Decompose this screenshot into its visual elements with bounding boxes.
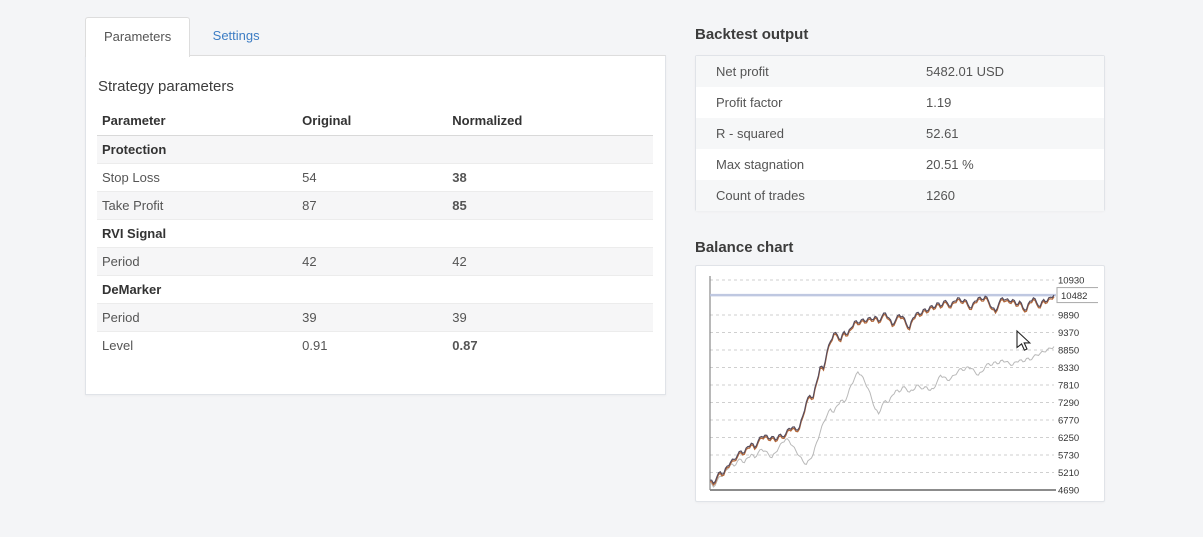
- cell-label: Stop Loss: [97, 163, 298, 192]
- metric-value: 20.51 %: [926, 157, 974, 172]
- backtest-output-title: Backtest output: [695, 26, 809, 43]
- table-row: Stop Loss 54 38: [97, 163, 653, 192]
- metric-label: Profit factor: [716, 95, 783, 110]
- cell-normalized: 42: [447, 247, 653, 276]
- mouse-cursor: [1016, 329, 1032, 351]
- metric-label: R - squared: [696, 118, 926, 149]
- y-axis-tick-label: 9370: [1058, 328, 1079, 339]
- group-label: RVI Signal: [97, 219, 653, 248]
- current-balance-label-box: [1056, 287, 1098, 304]
- series-original-balance: [709, 346, 1055, 488]
- cell-normalized: 0.87: [447, 331, 653, 359]
- current-balance-label: 10482: [1061, 291, 1087, 302]
- table-row: Level 0.91 0.87: [97, 331, 653, 359]
- cell-original: 87: [297, 191, 448, 220]
- table-row: Period 39 39: [97, 303, 653, 332]
- y-axis-tick-label: 7810: [1058, 381, 1079, 392]
- cell-label: Level: [97, 331, 298, 359]
- column-header-parameter: Parameter: [97, 107, 298, 136]
- cell-label: Take Profit: [97, 191, 298, 220]
- metric-value: 52.61: [926, 118, 1104, 149]
- table-header-row: Parameter Original Normalized: [97, 107, 653, 136]
- y-axis-tick-label: 10930: [1058, 276, 1084, 287]
- strategy-parameters-title: Strategy parameters: [98, 78, 234, 95]
- cell-label: Period: [97, 303, 298, 332]
- group-label: Protection: [97, 135, 653, 164]
- y-axis-tick-label: 6770: [1058, 416, 1079, 427]
- y-axis-tick-label: 4690: [1058, 486, 1079, 497]
- table-row: Profit factor 1.19: [696, 87, 1104, 118]
- y-axis-tick-label: 8850: [1058, 346, 1079, 357]
- cell-normalized: 38: [447, 163, 653, 192]
- y-axis-tick-label: 5730: [1058, 451, 1079, 462]
- cell-normalized: 39: [447, 303, 653, 332]
- metric-value: 1260: [926, 180, 1104, 211]
- balance-chart-card: 4690 5210 5730 6250 6770 7290 7810 8330 8850 9370…: [695, 265, 1105, 502]
- column-header-original: Original: [297, 107, 448, 136]
- table-row: Max stagnation 20.51 %: [696, 149, 1104, 180]
- column-header-normalized: Normalized: [447, 107, 653, 136]
- y-axis-tick-label: 8330: [1058, 363, 1079, 374]
- tab-bar: Parameters Settings: [85, 17, 278, 57]
- balance-chart-plot[interactable]: 4690 5210 5730 6250 6770 7290 7810 8330 8850 9370…: [704, 273, 1098, 498]
- table-row: Net profit 5482.01 USD: [696, 56, 1104, 87]
- strategy-parameters-table: Parameter Original Normalized Protection…: [97, 107, 653, 359]
- metric-value: 1.19: [926, 95, 952, 110]
- series-normalized-balance: [710, 294, 1055, 485]
- group-row: Protection: [97, 135, 653, 164]
- cell-original: 39: [297, 303, 448, 332]
- group-label: DeMarker: [97, 275, 653, 304]
- cell-original: 54: [297, 163, 448, 192]
- table-row: Take Profit 87 85: [97, 191, 653, 220]
- strategy-parameters-card: Strategy parameters Parameter Original N…: [85, 55, 666, 395]
- table-row: Count of trades 1260: [696, 180, 1104, 211]
- metric-value: 5482.01 USD: [926, 56, 1104, 87]
- cell-original: 42: [297, 247, 448, 276]
- y-axis-tick-label: 7290: [1058, 398, 1079, 409]
- group-row: RVI Signal: [97, 219, 653, 248]
- y-axis-tick-label: 6250: [1058, 433, 1079, 444]
- table-row: R - squared 52.61: [696, 118, 1104, 149]
- series-balance-accent: [710, 296, 1055, 486]
- cell-normalized: 85: [447, 191, 653, 220]
- balance-chart-title: Balance chart: [695, 239, 794, 256]
- tab-parameters[interactable]: Parameters: [85, 17, 191, 57]
- y-axis-tick-label: 9890: [1058, 311, 1079, 322]
- group-row: DeMarker: [97, 275, 653, 304]
- metric-label: Net profit: [696, 56, 926, 87]
- y-axis-tick-label: 5210: [1058, 468, 1079, 479]
- metric-label: Max stagnation: [716, 157, 805, 172]
- tab-settings[interactable]: Settings: [212, 28, 260, 43]
- cell-label: Period: [97, 247, 298, 276]
- backtest-output-card: Net profit 5482.01 USD Profit factor 1.19 R …: [695, 55, 1105, 211]
- cell-original: 0.91: [297, 331, 448, 359]
- table-row: Period 42 42: [97, 247, 653, 276]
- backtest-output-table: Net profit 5482.01 USD Profit factor 1.19 R …: [696, 56, 1104, 211]
- metric-label: Count of trades: [696, 180, 926, 211]
